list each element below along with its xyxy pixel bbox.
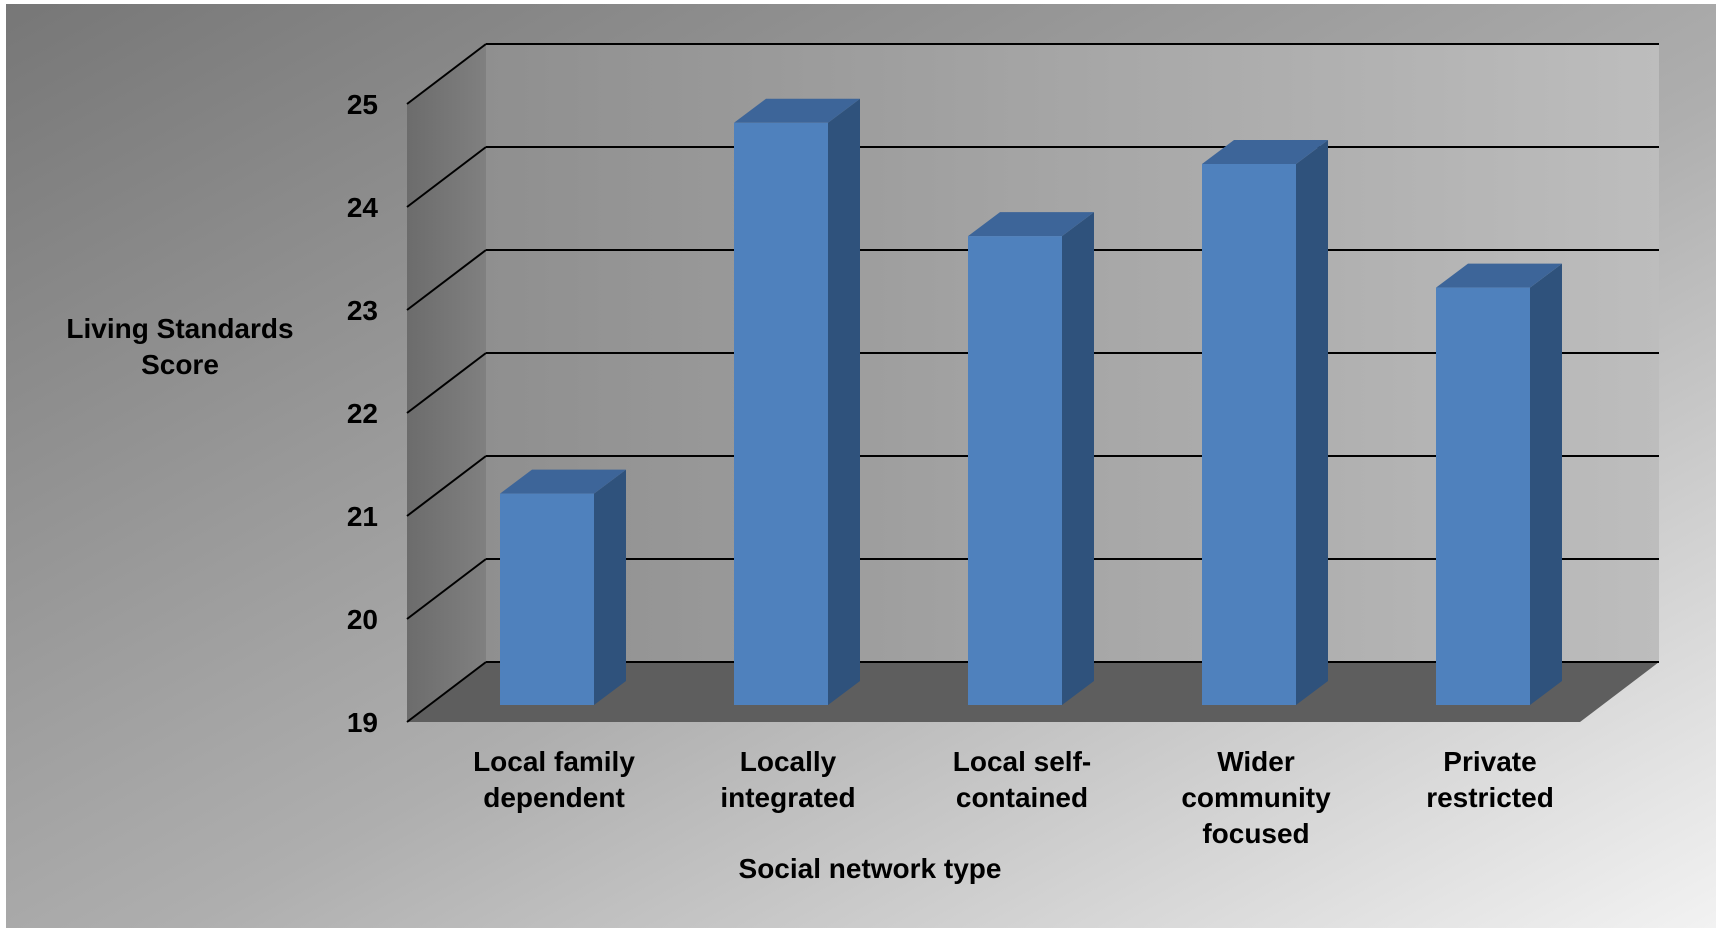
bar-0 bbox=[500, 469, 626, 705]
bar-front-3 bbox=[1202, 164, 1296, 705]
bar-front-1 bbox=[734, 122, 828, 706]
bars bbox=[500, 98, 1562, 706]
x-tick-label-line: contained bbox=[956, 782, 1088, 813]
y-axis-ticks: 19 20 21 22 23 24 25 bbox=[347, 89, 379, 738]
gridline-side-5 bbox=[406, 146, 487, 208]
bar-4 bbox=[1436, 263, 1562, 705]
bar-top-4 bbox=[1436, 263, 1562, 288]
bar-2 bbox=[968, 212, 1094, 705]
x-tick-label-4: Private restricted bbox=[1426, 746, 1554, 813]
gridline-side-4 bbox=[406, 249, 487, 311]
x-tick-label-line: focused bbox=[1202, 818, 1309, 849]
y-axis-label-line: Score bbox=[141, 349, 219, 380]
gridline-side-1 bbox=[406, 558, 487, 620]
x-tick-label-line: Local family bbox=[473, 746, 635, 777]
x-tick-label-line: Private bbox=[1443, 746, 1536, 777]
x-tick-label-line: integrated bbox=[720, 782, 855, 813]
x-tick-label-2: Local self-contained bbox=[953, 746, 1091, 813]
x-tick-label-line: Locally bbox=[740, 746, 837, 777]
y-tick-label-3: 22 bbox=[347, 398, 378, 429]
gridline-side-2 bbox=[406, 455, 487, 517]
y-axis-label: Living Standards Score bbox=[66, 313, 293, 380]
gridline-side-6 bbox=[406, 43, 487, 105]
y-tick-label-6: 25 bbox=[347, 89, 378, 120]
x-tick-label-line: Local self- bbox=[953, 746, 1091, 777]
bar-front-4 bbox=[1436, 287, 1530, 705]
y-tick-label-4: 23 bbox=[347, 295, 378, 326]
bar-top-3 bbox=[1202, 140, 1328, 164]
x-tick-label-line: dependent bbox=[483, 782, 625, 813]
bar-1 bbox=[734, 98, 860, 706]
bar-side-2 bbox=[1062, 212, 1094, 705]
bar-front-2 bbox=[968, 236, 1062, 705]
y-axis-label-line: Living Standards bbox=[66, 313, 293, 344]
y-tick-label-5: 24 bbox=[347, 192, 379, 223]
bar-3 bbox=[1202, 140, 1328, 705]
y-tick-label-2: 21 bbox=[347, 501, 378, 532]
x-axis-label: Social network type bbox=[739, 853, 1002, 884]
x-tick-label-0: Local family dependent bbox=[473, 746, 635, 813]
x-tick-label-line: Wider bbox=[1217, 746, 1295, 777]
y-tick-label-1: 20 bbox=[347, 604, 378, 635]
x-tick-label-line: restricted bbox=[1426, 782, 1554, 813]
gridline-side-3 bbox=[406, 352, 487, 414]
bar-side-4 bbox=[1530, 263, 1562, 705]
bar-side-1 bbox=[828, 98, 860, 706]
y-tick-label-0: 19 bbox=[347, 707, 378, 738]
bar-side-0 bbox=[594, 469, 626, 705]
bar-top-1 bbox=[734, 98, 860, 123]
x-tick-label-1: Locally integrated bbox=[720, 746, 855, 813]
x-tick-label-line: community bbox=[1181, 782, 1331, 813]
bar-top-0 bbox=[500, 469, 626, 494]
bar-front-0 bbox=[500, 493, 594, 705]
bar-side-3 bbox=[1296, 140, 1328, 705]
bar-top-2 bbox=[968, 212, 1094, 237]
x-tick-label-3: Wider community focused bbox=[1181, 746, 1331, 849]
gridline-side-0 bbox=[406, 661, 487, 723]
